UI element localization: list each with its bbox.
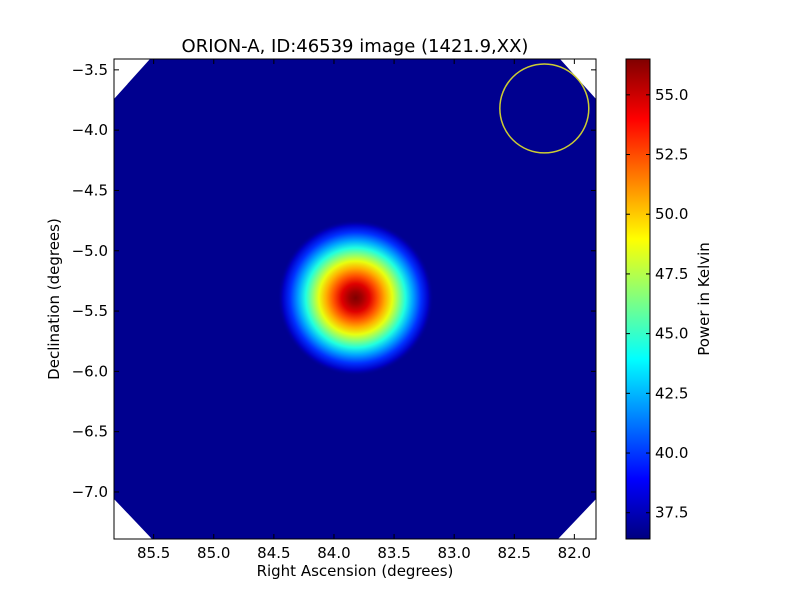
colorbar-tick-label: 55.0	[655, 86, 688, 104]
y-tick-label: −6.0	[72, 362, 108, 380]
y-axis-ticks: −3.5 −4.0 −4.5 −5.0 −5.5 −6.0 −6.5 −7.0	[72, 61, 596, 501]
heatmap-image	[114, 59, 596, 539]
x-tick-label: 84.5	[257, 544, 290, 562]
colorbar	[625, 58, 651, 540]
y-tick-label: −7.0	[72, 483, 108, 501]
colorbar-tick-label: 37.5	[655, 504, 688, 522]
colorbar-tick-label: 47.5	[655, 265, 688, 283]
colorbar-tick-label: 50.0	[655, 205, 688, 223]
blank-corner-bottom-right	[558, 499, 596, 539]
x-axis-ticks: 85.5 85.0 84.5 84.0 83.5 83.0 82.5 82.0	[137, 59, 591, 562]
x-tick-label: 85.0	[197, 544, 230, 562]
y-tick-label: −6.5	[72, 423, 108, 441]
x-axis-label: Right Ascension (degrees)	[257, 562, 454, 580]
x-tick-label: 83.0	[437, 544, 470, 562]
y-axis-label: Declination (degrees)	[45, 218, 63, 380]
y-tick-label: −4.0	[72, 121, 108, 139]
colorbar-label: Power in Kelvin	[695, 242, 713, 356]
source-emission-peak	[277, 219, 434, 376]
colorbar-tick-label: 42.5	[655, 384, 688, 402]
x-tick-label: 84.0	[317, 544, 350, 562]
y-tick-label: −5.0	[72, 242, 108, 260]
beam-circle	[499, 63, 590, 154]
colorbar-tick-label: 45.0	[655, 325, 688, 343]
colorbar-tick-label: 40.0	[655, 444, 688, 462]
plot-frame	[113, 58, 597, 540]
x-tick-label: 82.0	[558, 544, 591, 562]
blank-corner-top-left	[114, 59, 150, 99]
x-tick-label: 85.5	[137, 544, 170, 562]
x-tick-label: 83.5	[377, 544, 410, 562]
colorbar-ticks: 37.5 40.0 42.5 45.0 47.5 50.0 52.5 55.0	[626, 86, 688, 522]
y-tick-label: −3.5	[72, 61, 108, 79]
chart-title: ORION-A, ID:46539 image (1421.9,XX)	[182, 36, 529, 57]
x-tick-label: 82.5	[498, 544, 531, 562]
y-tick-label: −5.5	[72, 302, 108, 320]
y-tick-label: −4.5	[72, 181, 108, 199]
colorbar-tick-label: 52.5	[655, 146, 688, 164]
blank-corner-bottom-left	[114, 499, 152, 539]
